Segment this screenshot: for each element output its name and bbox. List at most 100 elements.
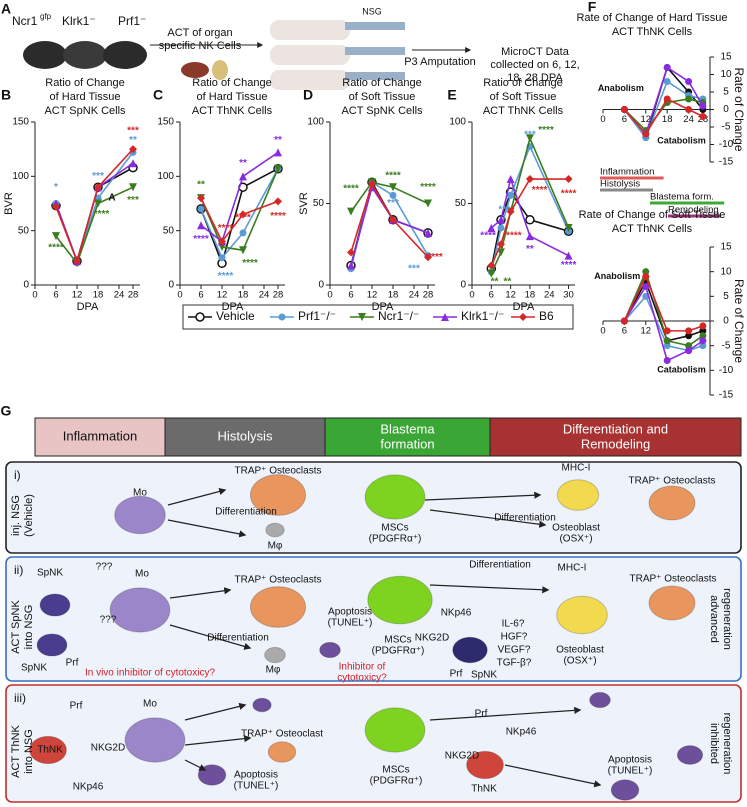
panel-letter: B [1,87,11,103]
phase-title: Differentiation and [563,421,668,436]
y-tick-label: 50 [18,225,30,236]
row-box [5,556,742,682]
point [496,240,505,249]
row-label: inj. NSG [10,495,22,536]
strain-label: Prf1⁻ [118,14,146,28]
cell-label: TRAP⁺ Osteoclasts [629,476,716,487]
point [239,229,247,237]
annotation: **** [427,252,443,263]
chart-title: Ratio of Change [483,77,563,89]
cell-label: MSCs [384,635,411,646]
y-tick-label: 0 [723,104,729,115]
panel-letter: E [447,87,456,103]
arrow [504,764,602,788]
point [663,337,671,345]
annotation: **** [193,234,209,245]
cell-label: Differentiation [215,507,277,518]
legend-label: Ncr1⁻/⁻ [378,309,419,323]
y-tick-label: 0 [318,280,324,291]
point [389,215,397,224]
series-line [55,186,134,265]
apoptotic-cell [589,691,611,709]
x-tick-label: 0 [600,114,605,125]
y-tick-label: 0 [168,280,174,291]
cell-label: NKp46 [506,727,537,738]
legend-label: Vehicle [216,309,255,323]
series-line [350,185,429,266]
cell-label: ??? [100,615,117,626]
point [564,175,573,184]
cell-label: Differentiation [494,513,556,524]
x-tick-label: 24 [409,290,420,301]
annotation: ** [239,158,247,169]
cell-label: TGF-β? [497,658,532,669]
monocyte [109,587,171,633]
cell-label: MSCs [381,523,408,534]
cell-label: ThNK [471,784,497,795]
x-tick-label: 28 [423,290,434,301]
msc [364,707,426,753]
cell-label: NKG2D [415,633,449,644]
point [663,342,671,350]
cell-label: Mo [135,569,149,580]
x-axis-label: DPA [513,301,535,313]
point [685,78,693,85]
osteoblast [556,595,608,635]
legend-marker [519,313,527,321]
series-line [623,274,704,332]
annotation: *** [524,130,536,141]
point [347,248,355,257]
annotation: *** [92,171,104,182]
x-tick-label: 28 [128,290,139,301]
point [507,191,515,199]
cell-label: SpNK [21,663,47,674]
x-tick-label: 6 [348,290,353,301]
cell-label: TRAP⁺ Osteoclasts [630,574,717,585]
cell-label: (PDGFRα⁺) [369,534,422,545]
cell-label: TRAP⁺ Osteoclasts [235,466,322,477]
y-tick-label: 10 [720,69,732,80]
cell-label: MHC-I [558,563,587,574]
cell-label: In vivo inhibitor of cytotoxicy? [85,668,215,679]
point [239,172,247,181]
annotation: **** [235,212,251,223]
annotation: Anabolism [594,271,640,281]
annotation: *** [387,198,399,209]
annotation: * [54,182,58,193]
annotation: **** [218,223,234,234]
macrophage [264,646,286,664]
arrow [167,519,247,538]
point [487,223,496,232]
y-tick-label: 0 [460,280,466,291]
x-tick-label: 6 [622,326,627,337]
point [197,194,205,203]
phase-title: Histolysis [218,428,273,443]
apoptotic-cell [252,697,272,713]
cell-label: TRAP⁺ Osteoclast [241,729,323,740]
act-label: ACT of organ [167,27,232,39]
y-tick-label: -15 [719,390,734,401]
x-tick-label: 12 [72,290,83,301]
phase-title: Remodeling [581,436,650,451]
x-tick-label: 12 [367,290,378,301]
row-id: i) [14,468,21,482]
cell-label: Osteoblast [556,645,604,656]
point [663,78,671,85]
chart-title: of Hard Tissue [50,91,121,103]
annotation: **** [343,183,359,194]
y-tick-label: 0 [723,316,729,327]
osteoclast [648,585,696,621]
chart-title: ACT ThNK Cells [612,26,693,38]
x-tick-label: 0 [469,290,474,301]
row-outcome: regeneration [721,713,733,775]
point [94,183,102,192]
cell-label: Apoptosis [328,607,372,618]
cell-label: (OSX⁺) [563,656,596,667]
annotation: *** [127,195,139,206]
point [663,356,671,364]
annotation: **** [561,188,577,199]
y-tick-label: -15 [719,157,734,168]
point [218,237,226,246]
cell-label: NKG2D [445,751,479,762]
point [274,197,282,206]
